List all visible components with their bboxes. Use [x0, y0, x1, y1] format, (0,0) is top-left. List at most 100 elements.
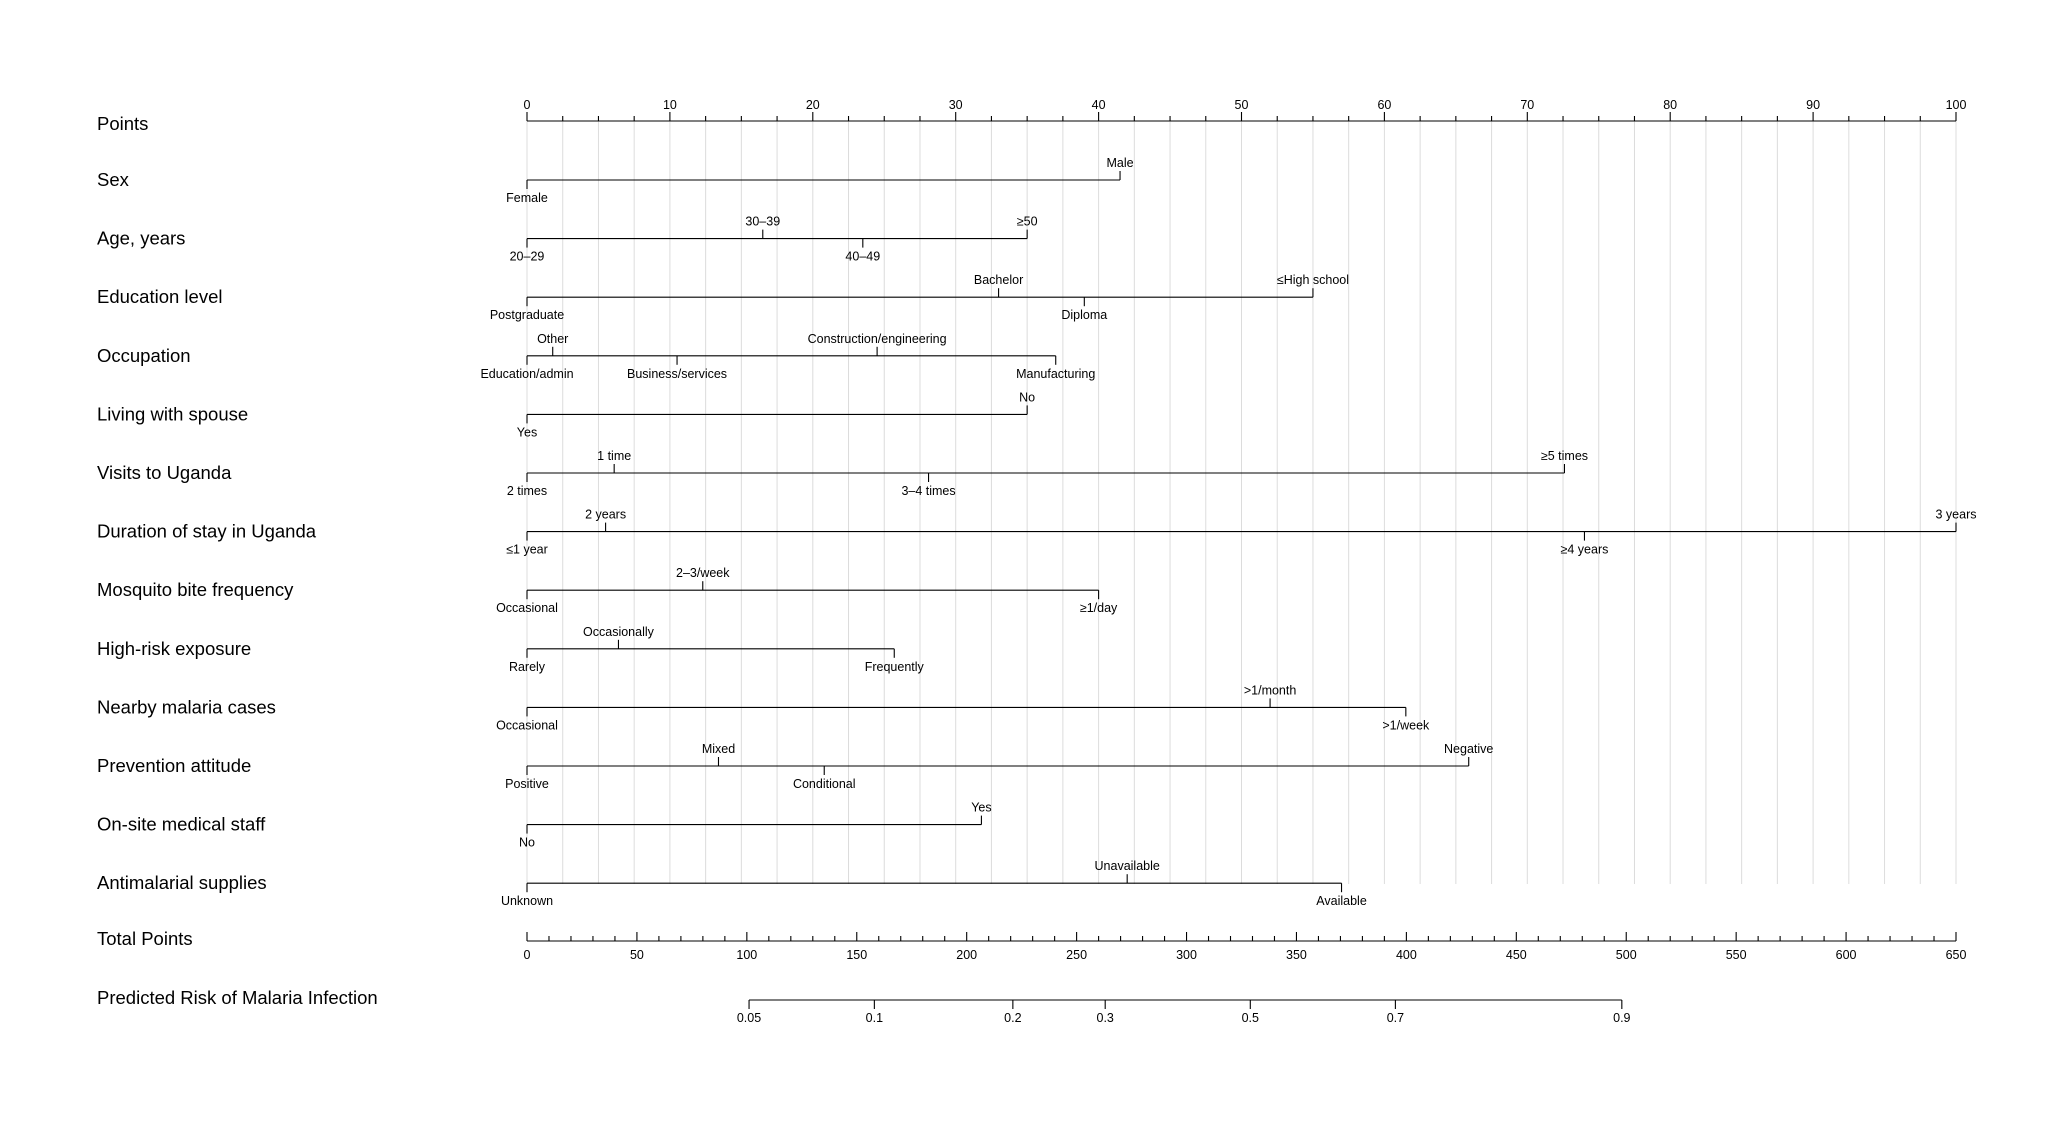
total-points-row: Total Points 0 50 100 150 200 250 300 350 400 450…	[97, 928, 1966, 962]
level-label-conditional: Conditional	[793, 777, 856, 791]
points-axis: 0 10 20 30 40 50 60 70 80 90 100	[524, 98, 1967, 122]
points-tick-label: 30	[949, 98, 963, 112]
total-tick-label: 650	[1946, 948, 1967, 962]
total-tick-label: 350	[1286, 948, 1307, 962]
points-tick-label: 90	[1806, 98, 1820, 112]
variable-label: Prevention attitude	[97, 755, 251, 776]
level-label-mixed: Mixed	[702, 742, 735, 756]
level-label-frequently: Frequently	[865, 660, 925, 674]
level-label-1-week: >1/week	[1382, 718, 1430, 732]
level-label-1-year: ≤1 year	[506, 543, 548, 557]
variable-label: Living with spouse	[97, 403, 248, 424]
level-label-1-day: ≥1/day	[1080, 601, 1118, 615]
total-tick-label: 0	[524, 948, 531, 962]
grid-lines	[526, 121, 1957, 884]
level-label-30-39: 30–39	[745, 215, 780, 229]
total-tick-label: 550	[1726, 948, 1747, 962]
variable-row-antimalarial-supplies: Antimalarial supplies Unknown Unavailable A…	[97, 859, 1367, 908]
level-label-other: Other	[537, 332, 568, 346]
level-label-occasional: Occasional	[496, 718, 558, 732]
variable-row-occupation: Occupation Education/admin Other Business/s…	[97, 332, 1095, 381]
points-tick-label: 100	[1946, 98, 1967, 112]
risk-tick-label: 0.05	[737, 1011, 761, 1025]
total-tick-label: 400	[1396, 948, 1417, 962]
level-label-3-4-times: 3–4 times	[901, 484, 955, 498]
level-label-2-years: 2 years	[585, 508, 626, 522]
points-axis-row: Points 0 10 20 30 40 50 60 70 80 90 100	[97, 98, 1966, 134]
variable-row-on-site-medical-staff: On-site medical staff No Yes	[97, 801, 992, 850]
level-label-unknown: Unknown	[501, 894, 553, 908]
level-label-occasionally: Occasionally	[583, 625, 655, 639]
level-label-negative: Negative	[1444, 742, 1493, 756]
level-label-2-3-week: 2–3/week	[676, 566, 730, 580]
level-label-postgraduate: Postgraduate	[490, 308, 564, 322]
level-label-occasional: Occasional	[496, 601, 558, 615]
level-label-yes: Yes	[517, 425, 537, 439]
variable-row-mosquito-bite-frequency: Mosquito bite frequency Occasional 2–3/wee…	[97, 566, 1118, 615]
variable-row-living-with-spouse: Living with spouse Yes No	[97, 390, 1035, 439]
variable-row-duration-of-stay-in-uganda: Duration of stay in Uganda ≤1 year 2 years…	[97, 508, 1977, 557]
level-label-unavailable: Unavailable	[1095, 859, 1160, 873]
level-label-3-years: 3 years	[1936, 508, 1977, 522]
total-points-axis: 0 50 100 150 200 250 300 350 400 450 500 550 600 650	[524, 932, 1967, 962]
variable-label: Duration of stay in Uganda	[97, 521, 317, 542]
level-label-40-49: 40–49	[845, 250, 880, 264]
level-label-bachelor: Bachelor	[974, 273, 1023, 287]
variable-label: Antimalarial supplies	[97, 872, 267, 893]
level-label-male: Male	[1106, 156, 1133, 170]
total-tick-label: 50	[630, 948, 644, 962]
level-label-construction-engineering: Construction/engineering	[808, 332, 947, 346]
level-label-2-times: 2 times	[507, 484, 547, 498]
total-tick-label: 250	[1066, 948, 1087, 962]
level-label-1-time: 1 time	[597, 449, 631, 463]
points-axis-label: Points	[97, 113, 148, 134]
level-label-4-years: ≥4 years	[1561, 543, 1609, 557]
total-tick-label: 600	[1836, 948, 1857, 962]
level-label-female: Female	[506, 191, 548, 205]
risk-tick-label: 0.5	[1242, 1011, 1259, 1025]
risk-tick-label: 0.3	[1097, 1011, 1114, 1025]
variable-label: On-site medical staff	[97, 814, 266, 835]
variable-row-visits-to-uganda: Visits to Uganda 2 times 1 time 3–4 times ≥5…	[97, 449, 1588, 498]
level-label-rarely: Rarely	[509, 660, 546, 674]
variable-label: Sex	[97, 169, 130, 190]
risk-tick-label: 0.9	[1613, 1011, 1630, 1025]
total-tick-label: 200	[956, 948, 977, 962]
level-label-5-times: ≥5 times	[1541, 449, 1588, 463]
points-tick-label: 70	[1520, 98, 1534, 112]
risk-tick-label: 0.2	[1004, 1011, 1021, 1025]
points-tick-label: 10	[663, 98, 677, 112]
level-label-50: ≥50	[1017, 215, 1038, 229]
variable-row-age-years: Age, years 20–29 30–39 40–49 ≥50	[97, 215, 1038, 264]
level-label-no: No	[1019, 390, 1035, 404]
level-label-business-services: Business/services	[627, 367, 727, 381]
level-label-positive: Positive	[505, 777, 549, 791]
variable-label: Visits to Uganda	[97, 462, 232, 483]
variable-row-prevention-attitude: Prevention attitude Positive Mixed Conditio…	[97, 742, 1493, 791]
variable-label: Occupation	[97, 345, 191, 366]
points-tick-label: 0	[524, 98, 531, 112]
total-tick-label: 450	[1506, 948, 1527, 962]
total-tick-label: 100	[736, 948, 757, 962]
variables: Sex Female Male Age, years 20–29 30–39 40–49 ≥5…	[97, 156, 1977, 908]
total-tick-label: 500	[1616, 948, 1637, 962]
variable-row-sex: Sex Female Male	[97, 156, 1134, 205]
points-tick-label: 60	[1377, 98, 1391, 112]
points-tick-label: 40	[1092, 98, 1106, 112]
level-label-high-school: ≤High school	[1277, 273, 1349, 287]
variable-row-education-level: Education level Postgraduate Bachelor Diplo…	[97, 273, 1349, 322]
level-label-diploma: Diploma	[1061, 308, 1107, 322]
level-label-no: No	[519, 836, 535, 850]
level-label-education-admin: Education/admin	[480, 367, 573, 381]
variable-label: Age, years	[97, 228, 185, 249]
level-label-1-month: >1/month	[1244, 683, 1297, 697]
level-label-manufacturing: Manufacturing	[1016, 367, 1095, 381]
total-points-axis-label: Total Points	[97, 928, 193, 949]
risk-tick-label: 0.7	[1387, 1011, 1404, 1025]
risk-axis-label: Predicted Risk of Malaria Infection	[97, 987, 378, 1008]
risk-axis: 0.05 0.1 0.2 0.3 0.5 0.7 0.9	[737, 999, 1631, 1025]
points-tick-label: 80	[1663, 98, 1677, 112]
total-tick-label: 300	[1176, 948, 1197, 962]
risk-row: Predicted Risk of Malaria Infection 0.05…	[97, 987, 1631, 1025]
